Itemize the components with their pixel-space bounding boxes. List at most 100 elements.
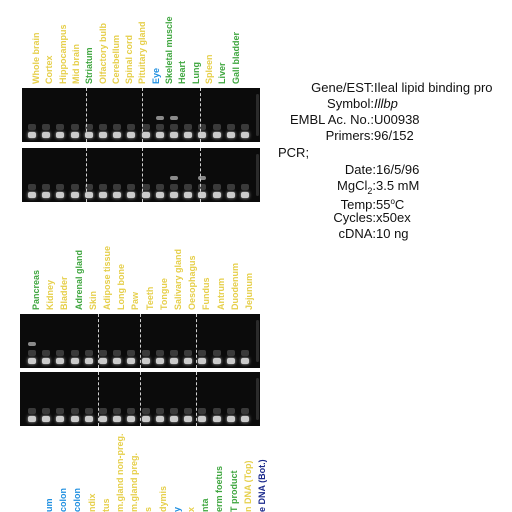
lane-separator xyxy=(86,148,87,202)
gel-band xyxy=(56,132,65,138)
gel-band xyxy=(226,416,235,422)
gel-band xyxy=(127,358,136,364)
gel-smear xyxy=(241,408,249,414)
panel3-lane-label: tus xyxy=(100,498,111,512)
gel-product-band xyxy=(198,176,207,180)
gel-band xyxy=(70,132,79,138)
cycles-key: Cycles: xyxy=(333,210,376,225)
gene-row: Gene/EST:Ileal lipid binding pro xyxy=(282,80,492,96)
gel-smear xyxy=(113,124,122,130)
panel3-lane-label: T product xyxy=(228,470,239,512)
gel-smear xyxy=(42,408,51,414)
gel-band xyxy=(127,132,136,138)
gel-smear xyxy=(212,124,221,130)
marker-lane xyxy=(256,378,259,420)
gel-smear xyxy=(42,350,51,356)
panel2-lane-label: Pancreas xyxy=(31,269,41,310)
panel2-lane-label: Tongue xyxy=(158,278,169,310)
mgcl-row: MgCl2:3.5 mM xyxy=(282,178,419,199)
gel-band xyxy=(141,358,150,364)
primers-row: Primers:96/152 xyxy=(282,128,414,144)
gel-band xyxy=(226,358,235,364)
gel-smear xyxy=(184,408,193,414)
gel-smear xyxy=(127,350,136,356)
panel3-lane-label: colon xyxy=(72,488,83,512)
gel-band xyxy=(99,416,107,422)
gel-smear xyxy=(170,124,178,130)
panel3-lane-label: colon xyxy=(58,488,69,512)
panel3-lane-label: x xyxy=(186,506,196,512)
gel-product-band xyxy=(28,342,36,346)
lane-separator xyxy=(196,314,197,368)
panel2-lane-label: Teeth xyxy=(144,286,155,310)
gel-smear xyxy=(198,124,207,130)
gel-smear xyxy=(56,184,65,190)
gel-band xyxy=(241,416,249,422)
gel-band xyxy=(170,132,178,138)
gel-band xyxy=(127,192,136,198)
gel-band xyxy=(141,192,150,198)
panel2-lane-label: Adipose tissue xyxy=(102,245,112,310)
gel-band xyxy=(28,416,36,422)
gel-smear xyxy=(155,124,164,130)
gel-band xyxy=(212,416,221,422)
gel-band xyxy=(84,416,93,422)
cycles-row: Cycles:x50ex xyxy=(282,210,410,226)
lane-separator xyxy=(196,372,197,426)
gel-band xyxy=(198,358,207,364)
lane-separator xyxy=(200,88,201,142)
gel-band xyxy=(113,416,122,422)
lane-separator xyxy=(98,372,99,426)
panel3-lane-label: s xyxy=(143,506,154,512)
panel1-lane-label: Whole brain xyxy=(31,32,41,85)
temp-degree: o xyxy=(390,197,395,206)
lane-separator xyxy=(98,314,99,368)
gel-smear xyxy=(56,408,65,414)
gel-smear xyxy=(226,350,235,356)
symbol-key: Symbol: xyxy=(327,96,374,111)
gel-band xyxy=(198,416,207,422)
temp-key: Temp: xyxy=(340,197,376,213)
gel-smear xyxy=(113,184,122,190)
gel-smear xyxy=(70,350,79,356)
gel-band xyxy=(28,132,36,138)
gel-smear xyxy=(212,408,221,414)
mgcl-key: MgCl2: xyxy=(282,178,376,199)
gel-band xyxy=(170,416,178,422)
marker-lane xyxy=(256,154,259,196)
gel-band xyxy=(212,192,221,198)
gel-band xyxy=(70,192,79,198)
gel-band xyxy=(198,132,207,138)
panel3-lane-label: um xyxy=(44,498,54,512)
gel-band xyxy=(70,416,79,422)
panel2-lane-label: Salivary gland xyxy=(173,248,183,310)
symbol-value: Illbp xyxy=(374,96,398,111)
gel-band xyxy=(113,192,122,198)
gel-smear xyxy=(141,124,150,130)
gel-smear xyxy=(127,184,136,190)
lane-separator xyxy=(86,88,87,142)
gel-smear xyxy=(141,350,150,356)
gel-smear xyxy=(84,350,93,356)
gel-band xyxy=(170,358,178,364)
panel3-lane-label: erm foetus xyxy=(214,465,225,512)
gel-band xyxy=(42,192,51,198)
gel-band xyxy=(56,416,65,422)
pcr-heading: PCR; xyxy=(278,145,310,160)
gel-band xyxy=(241,132,249,138)
gel-band xyxy=(56,358,65,364)
gel-band xyxy=(141,416,150,422)
panel1-lane-label: Cortex xyxy=(44,55,55,84)
gel-smear xyxy=(184,184,193,190)
date-key: Date: xyxy=(344,162,376,177)
gel-1-top xyxy=(22,88,260,142)
gel-band xyxy=(198,192,207,198)
gel-smear xyxy=(226,124,235,130)
gel-band xyxy=(155,132,164,138)
gel-smear xyxy=(99,408,107,414)
gel-smear xyxy=(212,184,221,190)
embl-row: EMBL Ac. No.:U00938 xyxy=(282,112,420,128)
primers-key: Primers: xyxy=(325,128,374,143)
gel-smear xyxy=(241,124,249,130)
gel-product-band xyxy=(155,116,164,120)
